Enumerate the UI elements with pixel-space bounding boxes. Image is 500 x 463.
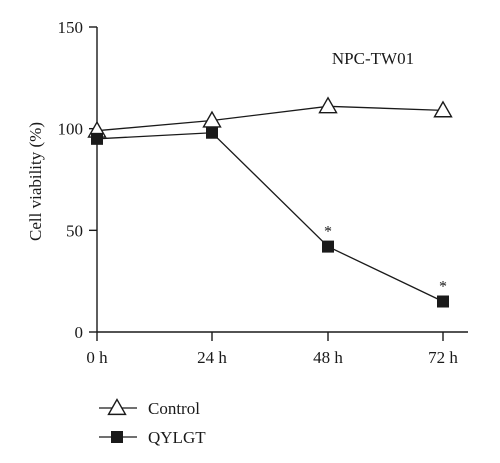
legend-item-control: Control: [99, 398, 200, 418]
significance-asterisk: *: [324, 224, 332, 241]
series-layer: **: [87, 96, 453, 308]
x-tick-label: 24 h: [197, 348, 227, 367]
y-axis-title: Cell viability (%): [26, 122, 45, 241]
series-line-qylgt: [96, 132, 444, 303]
qylgt-marker: [206, 126, 218, 139]
y-tick-label: 150: [58, 18, 84, 37]
qylgt-marker: [91, 132, 103, 145]
x-tick-label: 0 h: [86, 348, 108, 367]
qylgt-marker: [111, 431, 123, 443]
legend-label: Control: [148, 399, 200, 418]
chart-annotation: NPC-TW01: [332, 49, 414, 68]
legend-label: QYLGT: [148, 428, 206, 447]
y-tick-label: 0: [75, 323, 84, 342]
legend-item-qylgt: QYLGT: [99, 428, 206, 447]
series-line-control: [96, 105, 444, 132]
x-axis: 0 h 24 h 48 h 72 h: [86, 331, 468, 367]
significance-asterisk: *: [439, 279, 447, 296]
control-marker: [107, 398, 127, 416]
y-axis: 0 50 100 150: [58, 18, 98, 342]
legend: Control QYLGT: [99, 398, 206, 447]
series-control: [87, 96, 453, 138]
control-marker: [318, 96, 338, 114]
qylgt-marker: [322, 240, 334, 253]
series-qylgt: **: [91, 126, 449, 308]
control-marker: [433, 100, 453, 118]
x-tick-label: 72 h: [428, 348, 458, 367]
y-tick-label: 50: [66, 221, 83, 240]
qylgt-marker: [437, 295, 449, 308]
x-tick-label: 48 h: [313, 348, 343, 367]
y-tick-label: 100: [58, 120, 84, 139]
